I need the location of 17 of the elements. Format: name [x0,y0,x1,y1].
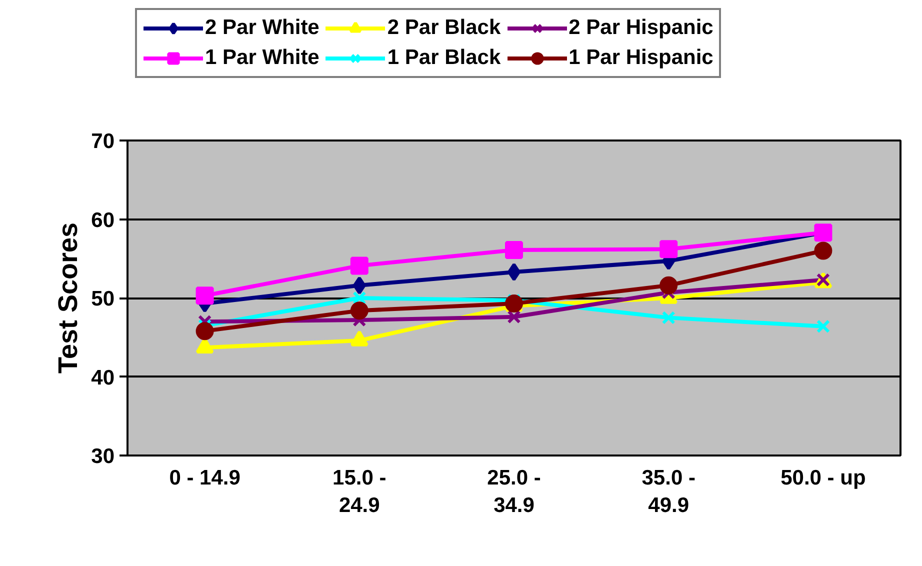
x-tick-label: 0 - 14.9 [169,466,240,490]
y-tick-label: 50 [91,288,114,310]
y-tick-label: 40 [91,366,114,390]
legend-label: 2 Par Hispanic [568,16,714,40]
y-tick-label: 70 [91,130,114,153]
y-axis-title: Test Scores [53,222,84,374]
x-tick-label: 35.0 - 49.9 [642,466,696,518]
x-tick-label: 15.0 - 24.9 [332,466,386,518]
y-tick-label: 30 [91,445,114,468]
x-tick-label: 25.0 - 34.9 [487,466,541,518]
legend-label: 1 Par White [205,46,320,70]
legend-label: 2 Par Black [387,16,501,40]
y-tick-label: 60 [91,208,114,232]
legend-label: 1 Par Hispanic [568,46,714,70]
x-tick-label: 50.0 - up [780,466,866,490]
legend-label: 2 Par White [205,16,320,40]
legend-label: 1 Par Black [387,46,501,70]
